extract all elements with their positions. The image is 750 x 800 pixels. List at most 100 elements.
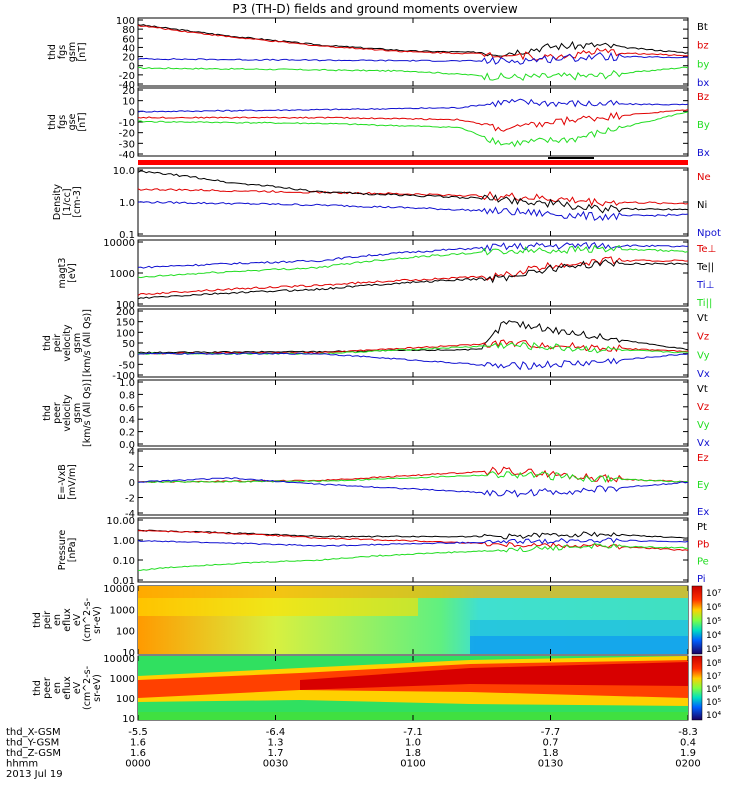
ytick-label: 0.4 [119,415,135,426]
series-bz [137,24,688,61]
ytick-label: 60 [122,34,135,45]
series-Vt [137,320,689,354]
ylabel-line: (cm^2-s- [82,598,93,642]
ytick-label: 4 [129,447,135,458]
peer-colorbar [691,655,703,721]
legend-label: Vx [697,369,710,380]
colorbar-tick-label: 10⁶ [706,603,721,613]
legend-label: Ey [697,480,709,491]
legend-label: bx [697,78,709,89]
figure-title: P3 (TH-D) fields and ground moments over… [232,2,517,16]
ylabel-line: velocity [62,324,73,362]
legend-label: Bz [697,92,709,103]
xaxis-tick-label: -7.1 [403,727,423,738]
xaxis-tick-label: 0.4 [680,738,696,749]
series-Pt [137,529,689,540]
ytick-label: 0.0 [119,440,135,451]
colorbar-tick-label: 10⁵ [706,698,721,708]
series-By [137,111,689,148]
ytick-label: 0.01 [113,576,135,587]
xaxis-tick-label: 0000 [125,759,150,770]
xaxis-tick-label: -6.4 [266,727,286,738]
legend-label: by [697,59,709,70]
legend-label: Ne [697,172,711,183]
legend-label: Te⊥ [696,244,716,255]
series-Vx [137,352,689,371]
ylabel-line: thd [47,114,58,130]
ylabel-line: sr-eV) [92,674,103,702]
ytick-label: 10000 [103,584,135,595]
series-Bx [137,98,689,113]
ytick-label: -30 [119,139,135,150]
colorbar-tick-label: 10⁴ [706,631,721,641]
ylabel-line: gse [67,113,78,130]
ytick-label: -4 [125,509,135,520]
ytick-label: 0.10 [113,556,135,567]
ytick-label: 0 [129,478,135,489]
legend-label: Pe [697,557,709,568]
panel-frame-fgs-gse [137,87,689,157]
xaxis-tick-label: 0.7 [543,738,559,749]
series-Ti|| [137,244,689,279]
legend-label: Ni [697,200,707,211]
ylabel-line: en [52,614,63,626]
ytick-label: -20 [119,71,135,82]
xaxis-tick-label: 1.0 [405,738,421,749]
date-label: 2013 Jul 19 [6,769,63,780]
ylabel-line: thd [32,612,43,628]
legend-label: Pt [697,522,707,533]
xaxis-tick-label: -7.7 [541,727,561,738]
legend-label: By [697,120,710,131]
xaxis-tick-label: 1.9 [680,748,696,759]
ylabel-line: Pressure [57,530,68,571]
ytick-label: 50 [122,339,135,350]
ylabel-line: peir [52,334,63,353]
series-Pb [137,530,689,551]
xaxis-row-label: thd_Z-GSM [6,748,61,759]
ytick-label: -40 [119,150,135,161]
series-Npot [137,200,689,222]
colorbar-tick-label: 10⁸ [706,659,721,669]
panel-frame-peer-velocity [137,379,689,447]
ytick-label: 10 [122,714,135,725]
ytick-label: 10 [122,648,135,659]
ylabel-line: thd [32,680,43,696]
legend-label: Npot [697,228,721,239]
ylabel-line: [km/s (All Qs)] [82,379,93,447]
xaxis-row-label: thd_Y-GSM [6,738,59,749]
series-by [138,66,689,82]
ylabel-line: thd [47,44,58,60]
ylabel-line: fgs [57,115,68,129]
xaxis-tick-label: -8.3 [678,727,698,738]
ytick-label: -10 [119,118,135,129]
legend-label: Vt [697,313,708,324]
ylabel-line: [km/s (All Qs)] [82,309,93,377]
ytick-label: 0 [129,350,135,361]
series-Pi [137,537,689,547]
ylabel-line: (cm^2-s- [82,666,93,710]
ytick-label: 20 [122,86,135,97]
xaxis-tick-label: 0200 [675,759,700,770]
ytick-label: 1.0 [119,198,135,209]
ytick-label: 0.1 [119,230,135,241]
ytick-label: 0 [129,62,135,73]
legend-label: Ez [697,453,709,464]
ytick-label: 10.00 [106,516,135,527]
ytick-label: 100 [116,627,135,638]
panel-frame-peir-velocity [137,308,689,378]
series-Vz [137,339,689,355]
ytick-label: 0.6 [119,403,135,414]
xaxis-row-label: hhmm [6,759,38,770]
xaxis-tick-label: -5.5 [128,727,148,738]
legend-label: Bx [697,148,710,159]
legend-label: Ti|| [696,298,712,309]
ytick-label: 10 [122,97,135,108]
ytick-label: 100 [116,328,135,339]
series-Pe [138,543,689,571]
ytick-label: 1.0 [119,378,135,389]
ytick-label: 10000 [103,654,135,665]
xaxis-row-label: thd_X-GSM [6,727,61,738]
legend-label: Vz [697,332,709,343]
series-Te|| [137,259,689,300]
